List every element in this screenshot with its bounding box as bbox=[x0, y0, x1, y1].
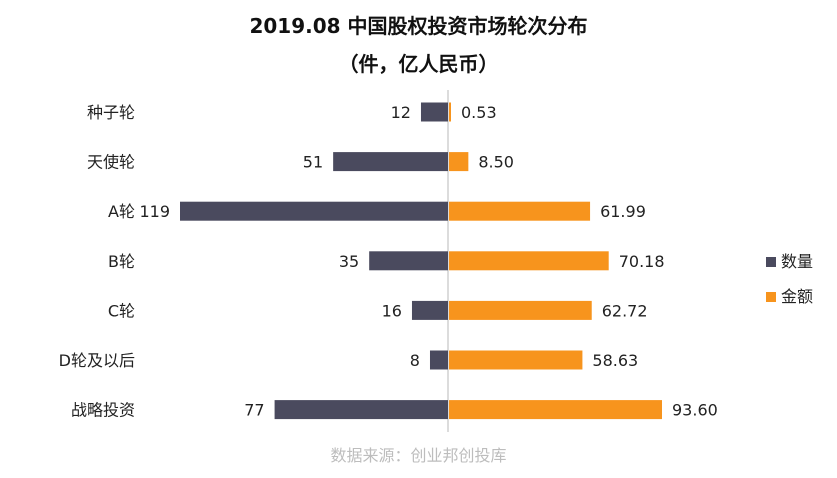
chart-subtitle: （件，亿人民币） bbox=[338, 52, 499, 76]
category-label: B轮 bbox=[108, 252, 135, 271]
category-label: D轮及以后 bbox=[59, 351, 135, 370]
count-value-label: 16 bbox=[382, 301, 402, 320]
amount-value-label: 61.99 bbox=[600, 202, 646, 221]
legend-swatch-count bbox=[766, 257, 776, 267]
count-bar bbox=[333, 152, 448, 172]
amount-value-label: 93.60 bbox=[672, 401, 718, 420]
amount-bar bbox=[449, 251, 609, 271]
category-label: A轮 bbox=[108, 202, 135, 221]
amount-bar bbox=[449, 152, 469, 172]
count-value-label: 35 bbox=[339, 252, 359, 271]
legend-label-amount: 金额 bbox=[781, 287, 813, 306]
bars-layer bbox=[180, 90, 662, 432]
amount-bar bbox=[449, 201, 591, 221]
count-bar bbox=[429, 350, 448, 370]
count-value-label: 12 bbox=[391, 103, 411, 122]
count-value-label: 119 bbox=[139, 202, 170, 221]
amount-bar bbox=[449, 350, 583, 370]
category-label: 天使轮 bbox=[87, 153, 135, 172]
category-label: C轮 bbox=[108, 301, 135, 320]
chart-title: 2019.08 中国股权投资市场轮次分布 bbox=[249, 14, 588, 38]
amount-value-label: 62.72 bbox=[602, 301, 648, 320]
amount-value-label: 58.63 bbox=[592, 351, 638, 370]
legend-label-count: 数量 bbox=[781, 252, 813, 271]
amount-bar bbox=[449, 400, 662, 420]
amount-value-label: 70.18 bbox=[619, 252, 665, 271]
count-bar bbox=[420, 102, 448, 122]
count-value-label: 77 bbox=[244, 401, 264, 420]
amount-bar bbox=[449, 102, 451, 122]
source-note: 数据来源：创业邦创投库 bbox=[330, 446, 507, 465]
amount-value-label: 0.53 bbox=[461, 103, 497, 122]
amount-bar bbox=[449, 300, 592, 320]
category-label: 种子轮 bbox=[87, 103, 135, 122]
category-label: 战略投资 bbox=[71, 401, 135, 420]
count-bar bbox=[411, 300, 448, 320]
count-value-label: 51 bbox=[303, 153, 323, 172]
count-value-label: 8 bbox=[410, 351, 420, 370]
count-bar bbox=[180, 201, 448, 221]
legend-swatch-amount bbox=[766, 292, 776, 302]
amount-value-label: 8.50 bbox=[478, 153, 514, 172]
count-bar bbox=[274, 400, 448, 420]
labels-layer: 种子轮 12 0.53 天使轮 51 8.50 A轮 119 61.99 B轮 35 70.18 C轮 1… bbox=[59, 103, 718, 420]
count-bar bbox=[369, 251, 448, 271]
